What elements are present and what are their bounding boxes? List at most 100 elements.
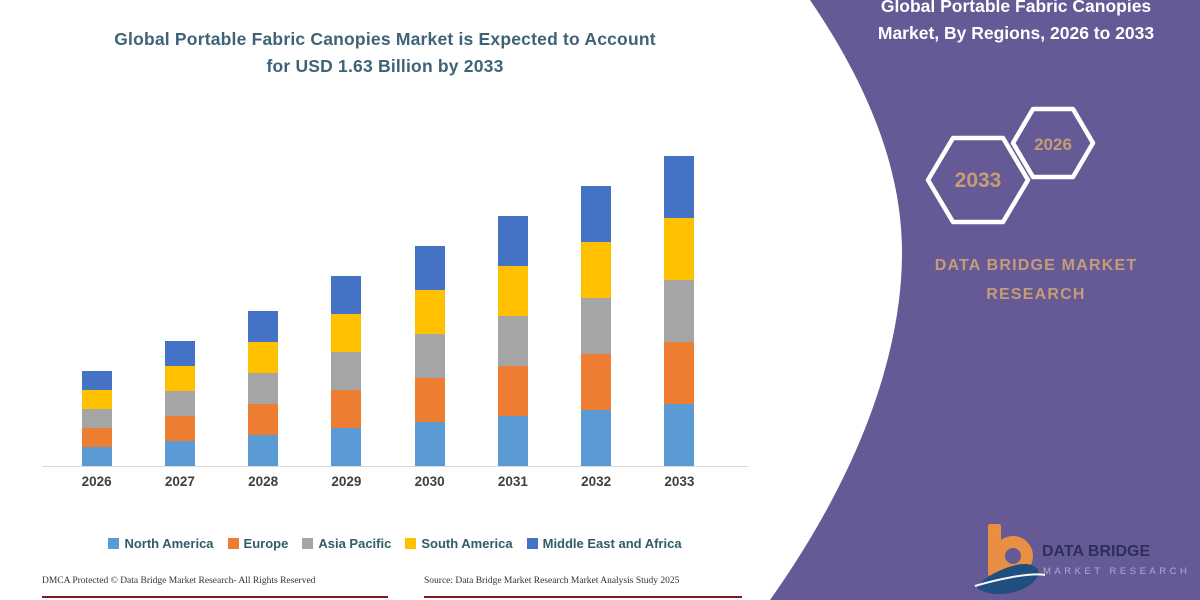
bar-column-2031 bbox=[471, 130, 554, 466]
bar-segment bbox=[414, 334, 445, 378]
legend-swatch-icon bbox=[405, 538, 417, 549]
bar-segment bbox=[81, 390, 112, 409]
bar-segment bbox=[581, 186, 612, 242]
panel-title-line1: Global Portable Fabric Canopies bbox=[880, 0, 1152, 16]
logo-swirl-highlight bbox=[974, 573, 1046, 587]
bar-segment bbox=[581, 242, 612, 298]
x-axis-label-2029: 2029 bbox=[331, 474, 362, 489]
bar-segment bbox=[664, 342, 695, 404]
bar-segment bbox=[581, 354, 612, 410]
bar-segment bbox=[414, 246, 445, 290]
legend-label: North America bbox=[124, 536, 214, 551]
legend-item: Europe bbox=[227, 536, 289, 551]
bar-segment bbox=[164, 366, 195, 391]
logo-wordmark-line1: DATA BRIDGE bbox=[1042, 543, 1150, 560]
bar-stack-2033 bbox=[664, 156, 695, 466]
bar-segment bbox=[164, 441, 195, 466]
source-credit-text: Source: Data Bridge Market Research Mark… bbox=[424, 576, 680, 586]
bar-stack-2027 bbox=[164, 341, 195, 466]
bar-segment bbox=[248, 373, 279, 404]
x-axis-label-2030: 2030 bbox=[414, 474, 445, 489]
hexagon-2033 bbox=[925, 135, 1031, 225]
bar-column-2026 bbox=[55, 130, 138, 466]
dbmr-logo bbox=[974, 524, 1046, 595]
x-axis-label-2028: 2028 bbox=[248, 474, 279, 489]
brand-name-line1: DATA BRIDGE MARKET bbox=[934, 257, 1138, 274]
x-axis-label-2026: 2026 bbox=[81, 474, 112, 489]
bar-segment bbox=[248, 342, 279, 373]
bar-segment bbox=[497, 416, 528, 466]
bar-stack-2028 bbox=[248, 311, 279, 466]
legend-swatch-icon bbox=[302, 538, 314, 549]
bar-segment bbox=[81, 447, 112, 466]
brand-name-text: DATA BRIDGE MARKET RESEARCH bbox=[880, 251, 1192, 309]
bar-column-2028 bbox=[222, 130, 305, 466]
legend-item: Middle East and Africa bbox=[526, 536, 682, 551]
bar-segment bbox=[664, 404, 695, 466]
bar-segment bbox=[414, 290, 445, 334]
bar-segment bbox=[497, 216, 528, 266]
hexagon-2026-label: 2026 bbox=[1034, 135, 1072, 154]
bar-stack-2030 bbox=[414, 246, 445, 466]
bar-segment bbox=[497, 266, 528, 316]
bar-column-2030 bbox=[388, 130, 471, 466]
x-axis-line bbox=[42, 466, 748, 467]
x-axis-label-2032: 2032 bbox=[581, 474, 612, 489]
bar-segment bbox=[164, 391, 195, 416]
legend-label: South America bbox=[421, 536, 513, 551]
legend-label: Asia Pacific bbox=[318, 536, 392, 551]
bar-stack-2031 bbox=[497, 216, 528, 466]
bar-segment bbox=[331, 276, 362, 314]
bar-segment bbox=[414, 378, 445, 422]
bars-plot-area bbox=[55, 130, 721, 466]
bar-segment bbox=[248, 435, 279, 466]
bar-column-2033 bbox=[638, 130, 721, 466]
legend-item: South America bbox=[405, 536, 513, 551]
footer-underline-left bbox=[42, 596, 388, 598]
bar-segment bbox=[331, 352, 362, 390]
bar-column-2027 bbox=[138, 130, 221, 466]
bar-segment bbox=[664, 218, 695, 280]
bar-segment bbox=[164, 341, 195, 366]
bar-segment bbox=[331, 314, 362, 352]
hexagon-2033-label: 2033 bbox=[955, 169, 1002, 192]
chart-title-line1: Global Portable Fabric Canopies Market i… bbox=[114, 29, 656, 49]
bar-segment bbox=[664, 280, 695, 342]
x-axis-label-2031: 2031 bbox=[497, 474, 528, 489]
bar-segment bbox=[414, 422, 445, 466]
panel-title: Global Portable Fabric Canopies Market, … bbox=[840, 0, 1192, 47]
footer-underline-right bbox=[424, 596, 742, 598]
bar-stack-2029 bbox=[331, 276, 362, 466]
bar-segment bbox=[248, 311, 279, 342]
legend-item: North America bbox=[108, 536, 214, 551]
stacked-bar-chart: 2026 2027 2028 2029 2030 2031 2032 2033 North A… bbox=[42, 130, 748, 551]
chart-title-line2: for USD 1.63 Billion by 2033 bbox=[266, 56, 504, 76]
bar-segment bbox=[497, 316, 528, 366]
bar-segment bbox=[581, 298, 612, 354]
bar-stack-2032 bbox=[581, 186, 612, 466]
x-axis-label-2027: 2027 bbox=[164, 474, 195, 489]
bar-column-2032 bbox=[555, 130, 638, 466]
bar-segment bbox=[497, 366, 528, 416]
brand-name-line2: RESEARCH bbox=[986, 286, 1086, 303]
chart-legend: North America Europe Asia Pacific South Ame… bbox=[42, 536, 748, 551]
hexagon-2026 bbox=[1010, 106, 1096, 180]
legend-swatch-icon bbox=[227, 538, 239, 549]
bar-segment bbox=[81, 371, 112, 390]
legend-label: Middle East and Africa bbox=[542, 536, 682, 551]
purple-shape bbox=[770, 0, 1200, 600]
x-axis-label-2033: 2033 bbox=[664, 474, 695, 489]
legend-label: Europe bbox=[243, 536, 289, 551]
bar-segment bbox=[331, 390, 362, 428]
dmca-credit-text: DMCA Protected © Data Bridge Market Rese… bbox=[42, 576, 316, 586]
panel-title-line2: Market, By Regions, 2026 to 2033 bbox=[877, 23, 1155, 43]
bar-segment bbox=[331, 428, 362, 466]
legend-item: Asia Pacific bbox=[302, 536, 391, 551]
logo-wordmark-line2: MARKET RESEARCH bbox=[1043, 566, 1190, 577]
bar-segment bbox=[81, 409, 112, 428]
legend-swatch-icon bbox=[526, 538, 538, 549]
bar-stack-2026 bbox=[81, 371, 112, 466]
logo-swirl-icon bbox=[977, 563, 1039, 595]
